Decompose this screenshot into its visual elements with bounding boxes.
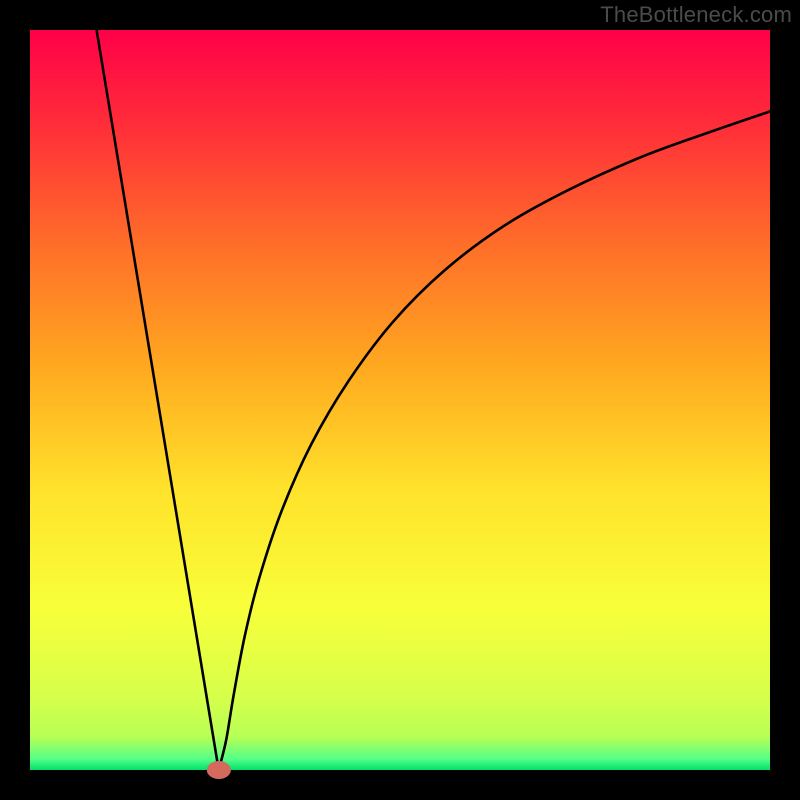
valley-marker — [207, 761, 231, 779]
plot-area — [30, 30, 770, 770]
gradient-background — [30, 30, 770, 770]
plot-svg — [30, 30, 770, 770]
chart-frame: TheBottleneck.com — [0, 0, 800, 800]
watermark-text: TheBottleneck.com — [600, 2, 792, 28]
